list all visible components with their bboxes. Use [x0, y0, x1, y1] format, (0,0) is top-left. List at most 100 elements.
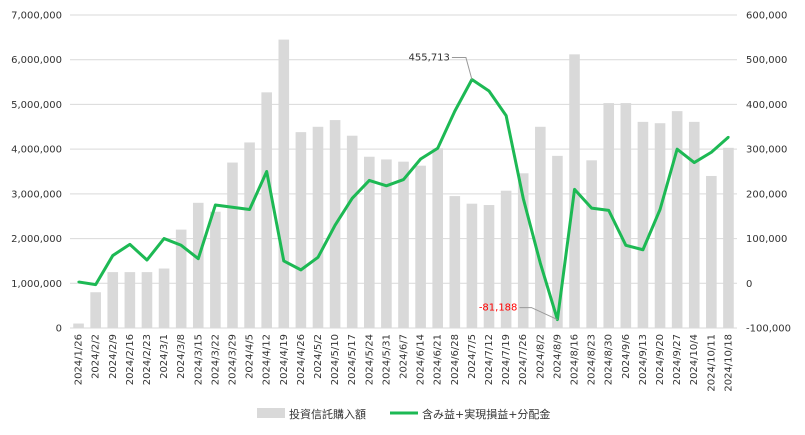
right-tick-label: 100,000: [746, 234, 787, 245]
x-tick-label: 2024/8/23: [587, 334, 598, 385]
line-point: [727, 135, 730, 139]
x-tick-label: 2024/8/9: [552, 334, 563, 379]
x-tick-label: 2024/10/18: [723, 334, 734, 392]
bar: [124, 272, 136, 328]
x-tick-label: 2024/9/20: [655, 334, 666, 385]
bar: [192, 202, 204, 328]
x-axis-ticks: 2024/1/26 2024/2/2 2024/2/9 2024/2/16 2024/2…: [74, 334, 735, 392]
legend-label-bar: 投資信託購入額: [289, 407, 366, 421]
bar-series: [73, 39, 734, 329]
bar: [381, 159, 392, 328]
bar: [586, 160, 597, 328]
line-point: [624, 244, 628, 247]
x-tick-label: 2024/6/14: [416, 334, 427, 385]
line-point: [316, 256, 320, 259]
bar: [449, 196, 461, 328]
right-tick-label: 500,000: [746, 55, 787, 66]
bar: [500, 190, 512, 328]
line-point: [658, 208, 662, 211]
line-point: [111, 254, 114, 257]
line-point: [350, 197, 354, 200]
bar: [415, 165, 426, 328]
x-tick-label: 2024/4/5: [245, 334, 256, 379]
bar: [73, 323, 84, 328]
bar: [706, 175, 717, 328]
x-tick-label: 2024/4/26: [296, 334, 307, 385]
x-tick-label: 2024/9/13: [638, 334, 649, 385]
line-point: [214, 203, 217, 207]
x-tick-label: 2024/7/19: [501, 334, 512, 385]
annotation-label: -81,188: [479, 303, 518, 314]
bar: [535, 126, 546, 329]
bar: [261, 92, 272, 328]
line-point: [675, 147, 679, 151]
bar: [398, 161, 409, 328]
left-tick-label: 0: [56, 324, 62, 335]
line-point: [402, 178, 405, 181]
x-tick-label: 2024/9/6: [621, 334, 632, 379]
x-tick-label: 2024/8/30: [604, 334, 615, 385]
x-tick-label: 2024/5/10: [330, 334, 341, 385]
bar: [158, 268, 170, 328]
x-tick-label: 2024/5/31: [381, 334, 392, 385]
left-tick-label: 3,000,000: [11, 189, 62, 200]
line-point: [179, 244, 183, 247]
bar: [175, 229, 187, 328]
bar: [278, 39, 290, 328]
x-tick-label: 2024/3/15: [193, 334, 204, 385]
right-tick-label: 200,000: [746, 189, 787, 200]
line-point: [333, 223, 337, 227]
annotations: 455,713 -81,188: [409, 53, 558, 321]
line-point: [197, 257, 200, 260]
bar: [637, 121, 649, 328]
x-tick-label: 2024/6/28: [450, 334, 461, 385]
line-point: [573, 188, 576, 191]
right-tick-label: 400,000: [746, 100, 787, 111]
left-tick-label: 4,000,000: [11, 145, 62, 156]
x-tick-label: 2024/2/9: [108, 334, 119, 379]
line-point: [453, 109, 457, 113]
bar: [210, 211, 221, 328]
x-tick-label: 2024/8/2: [535, 334, 546, 379]
bar: [688, 121, 700, 328]
bar: [346, 135, 358, 328]
line-point: [231, 206, 234, 209]
bar: [654, 123, 666, 328]
x-tick-label: 2024/4/12: [262, 334, 273, 385]
x-tick-label: 2024/2/2: [91, 334, 102, 379]
bar: [244, 142, 255, 328]
x-tick-label: 2024/1/26: [74, 334, 85, 385]
line-point: [248, 208, 251, 211]
bar: [466, 203, 478, 328]
line-point: [368, 179, 371, 182]
bar: [603, 103, 615, 328]
x-tick-label: 2024/7/12: [484, 334, 495, 385]
line-point: [77, 280, 80, 284]
line-point: [282, 259, 285, 263]
right-tick-label: 300,000: [746, 145, 787, 156]
line-point: [539, 261, 542, 265]
line-point: [145, 258, 149, 262]
line-point: [641, 248, 645, 251]
annotation-leader: [451, 57, 473, 80]
x-tick-label: 2024/6/7: [399, 334, 410, 379]
line-point: [487, 89, 491, 93]
left-tick-label: 2,000,000: [11, 234, 62, 245]
line-point: [522, 197, 525, 200]
left-tick-label: 7,000,000: [11, 11, 62, 22]
x-tick-label: 2024/10/4: [689, 334, 700, 385]
bar: [671, 111, 683, 328]
bar: [483, 205, 495, 328]
x-tick-label: 2024/5/24: [364, 334, 375, 385]
left-tick-label: 1,000,000: [11, 279, 62, 290]
annotation-leader: [519, 307, 558, 321]
left-tick-label: 5,000,000: [11, 100, 62, 111]
right-tick-label: -100,000: [746, 324, 791, 335]
bar: [552, 155, 563, 328]
bar: [517, 173, 529, 328]
bar: [432, 148, 444, 328]
x-tick-label: 2024/7/5: [467, 334, 478, 379]
bar: [363, 156, 375, 328]
legend: 投資信託購入額 含み益+実現損益+分配金: [257, 407, 550, 421]
